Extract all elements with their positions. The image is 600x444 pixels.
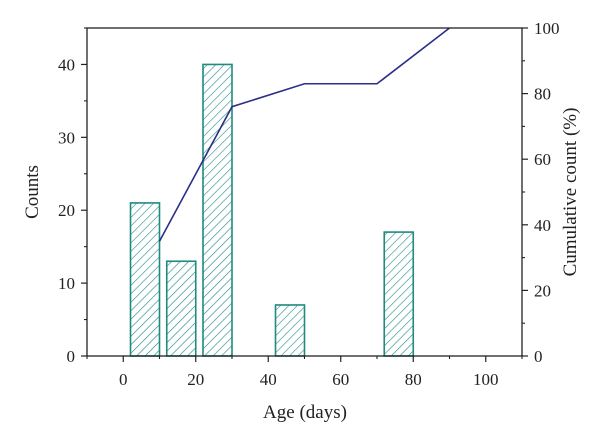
y-axis-right-label: Cumulative count (%) (560, 108, 581, 277)
y-right-tick-label-20: 20 (534, 281, 551, 300)
y-right-tick-label-40: 40 (534, 216, 551, 235)
y-right-tick-label-60: 60 (534, 150, 551, 169)
x-tick-label-80: 80 (405, 370, 422, 389)
y-right-tick-label-80: 80 (534, 85, 551, 104)
y-right-tick-label-100: 100 (534, 19, 560, 38)
x-tick-label-40: 40 (260, 370, 277, 389)
cumulative-line (158, 28, 450, 242)
y-left-tick-label-20: 20 (58, 201, 75, 220)
y-left-tick-label-10: 10 (58, 274, 75, 293)
x-tick-label-60: 60 (332, 370, 349, 389)
y-left-tick-label-40: 40 (58, 55, 75, 74)
bar-2 (202, 63, 233, 357)
y-axis-left-label: Counts (22, 165, 43, 219)
bar-1 (165, 260, 197, 357)
x-axis-label: Age (days) (263, 402, 347, 423)
x-tick-label-20: 20 (187, 370, 204, 389)
y-right-tick-label-0: 0 (534, 347, 543, 366)
line-layer (158, 28, 450, 242)
x-tick-label-100: 100 (473, 370, 499, 389)
bar-4 (383, 231, 415, 357)
y-left-tick-label-30: 30 (58, 128, 75, 147)
axes-layer: 0 20 40 60 80 100 0 10 20 30 40 0 20 40 60 80 100 (58, 19, 560, 389)
bars-layer (129, 63, 415, 357)
x-tick-label-0: 0 (119, 370, 128, 389)
bar-3 (274, 304, 306, 357)
y-left-tick-label-0: 0 (67, 347, 76, 366)
bar-0 (129, 202, 161, 357)
